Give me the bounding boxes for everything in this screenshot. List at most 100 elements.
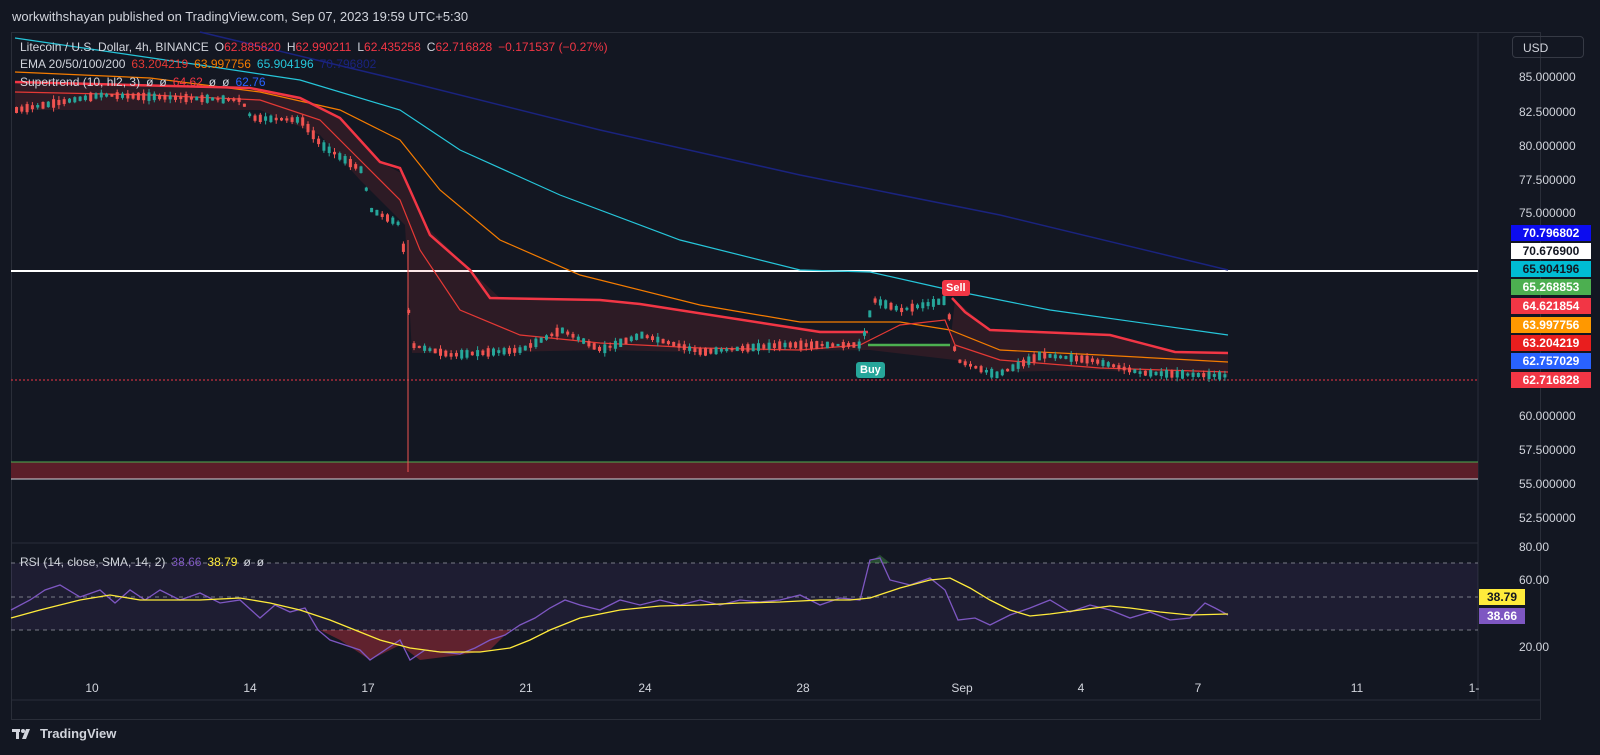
candle-body: [603, 344, 607, 354]
candle-body: [237, 97, 241, 102]
candle-body: [666, 341, 670, 345]
buy-signal-badge: Buy: [856, 362, 885, 378]
ema50-price-badge: 63.997756: [1511, 317, 1591, 333]
candle-body: [274, 117, 278, 121]
candle-body: [974, 365, 978, 369]
supertrend-v2: ø: [159, 75, 167, 89]
candle-body: [401, 243, 405, 252]
supertrend-label[interactable]: Supertrend (10, hl2, 3): [20, 75, 141, 89]
candle-body: [163, 94, 167, 100]
candle-body: [916, 304, 919, 309]
currency-button[interactable]: USD: [1512, 36, 1584, 58]
candle-body: [1117, 365, 1121, 370]
last-price-badge: 62.716828: [1511, 372, 1591, 388]
symbol-legend[interactable]: Litecoin / U.S. Dollar, 4h, BINANCE O62.8…: [20, 40, 614, 54]
rsi-tick: 80.00: [1519, 540, 1550, 554]
rsi-label[interactable]: RSI (14, close, SMA, 14, 2): [20, 555, 166, 569]
candle-body: [227, 98, 230, 101]
candle-body: [635, 333, 639, 340]
change-value: −0.171537 (−0.27%): [498, 40, 608, 54]
rsi-v4: ø: [256, 555, 265, 569]
rsi-line: [10, 557, 1229, 661]
candle-body: [889, 302, 893, 310]
candle-body: [523, 345, 527, 351]
price-tick: 77.500000: [1519, 173, 1576, 187]
candle-body: [41, 101, 45, 109]
candle-body: [762, 344, 766, 349]
candle-body: [815, 341, 819, 349]
candle-body: [1037, 351, 1041, 361]
candle-body: [52, 99, 56, 108]
candle-body: [423, 345, 427, 351]
candle-body: [30, 105, 34, 110]
candle-body: [682, 344, 686, 350]
candle-body: [836, 343, 840, 347]
price-tick: 55.000000: [1519, 477, 1576, 491]
date-tick: 11: [1350, 681, 1364, 695]
candle-body: [62, 99, 66, 105]
candle-body: [598, 346, 601, 352]
candle-body: [783, 342, 787, 348]
supertrend-v6: 62.76: [235, 75, 266, 89]
candle-body: [1223, 374, 1227, 378]
ema20-value: 63.204219: [131, 57, 189, 71]
candle-body: [1159, 371, 1163, 377]
candle-body: [174, 95, 177, 100]
candle-body: [470, 351, 474, 356]
candle-body: [301, 117, 305, 126]
candle-body: [900, 307, 904, 313]
candle-body: [963, 361, 967, 366]
ema-label[interactable]: EMA 20/50/100/200: [20, 57, 126, 71]
candle-body: [719, 348, 723, 352]
sell-signal-badge: Sell: [942, 280, 970, 296]
candle-body: [1053, 354, 1057, 359]
date-tick: Sep: [951, 681, 973, 695]
date-tick: 28: [796, 681, 810, 695]
candle-body: [1143, 370, 1147, 376]
candle-body: [804, 343, 808, 347]
ema100-value: 65.904196: [256, 57, 314, 71]
ema50-line: [14, 71, 1229, 363]
candle-body: [481, 350, 485, 355]
candle-body: [560, 327, 564, 334]
candle-body: [613, 340, 617, 349]
candle-body: [1128, 367, 1131, 373]
candle-body: [248, 113, 252, 117]
candle-body: [810, 341, 813, 349]
candle-body: [454, 352, 458, 357]
candle-body: [841, 342, 845, 348]
candle-body: [539, 337, 543, 343]
candle-body: [799, 340, 803, 350]
candle-body: [195, 96, 199, 101]
supertrend-fill: [15, 82, 1228, 377]
candle-body: [1090, 358, 1094, 362]
candle-body: [370, 207, 374, 213]
candle-body: [25, 104, 29, 113]
ema-legend[interactable]: EMA 20/50/100/200 63.204219 63.997756 65.90…: [20, 57, 382, 71]
candle-body: [772, 343, 776, 348]
rsi-legend[interactable]: RSI (14, close, SMA, 14, 2) 38.66 38.79 ø ø: [20, 555, 270, 569]
candle-body: [94, 93, 98, 99]
candle-body: [380, 213, 384, 217]
candle-body: [311, 130, 315, 140]
close-value: 62.716828: [435, 40, 493, 54]
candle-body: [110, 94, 114, 97]
supertrend-down-price-badge: 64.621854: [1511, 298, 1591, 314]
candle-body: [507, 347, 511, 354]
candle-body: [1149, 370, 1153, 377]
candle-body: [529, 343, 533, 348]
candle-body: [608, 345, 612, 348]
high-label: H: [286, 40, 296, 54]
candle-body: [285, 118, 289, 121]
tradingview-logo[interactable]: TradingView: [12, 726, 116, 741]
candle-body: [698, 348, 702, 355]
candle-body: [147, 92, 151, 101]
supertrend-legend[interactable]: Supertrend (10, hl2, 3) ø ø 64.62 ø ø 62.76: [20, 75, 272, 89]
symbol-name[interactable]: Litecoin / U.S. Dollar, 4h, BINANCE: [20, 40, 209, 54]
chart-frame[interactable]: [11, 32, 1541, 720]
candle-body: [364, 187, 368, 191]
ema20-price-badge: 63.204219: [1511, 335, 1591, 351]
support-zone: [11, 462, 1478, 479]
candle-body: [947, 314, 951, 320]
